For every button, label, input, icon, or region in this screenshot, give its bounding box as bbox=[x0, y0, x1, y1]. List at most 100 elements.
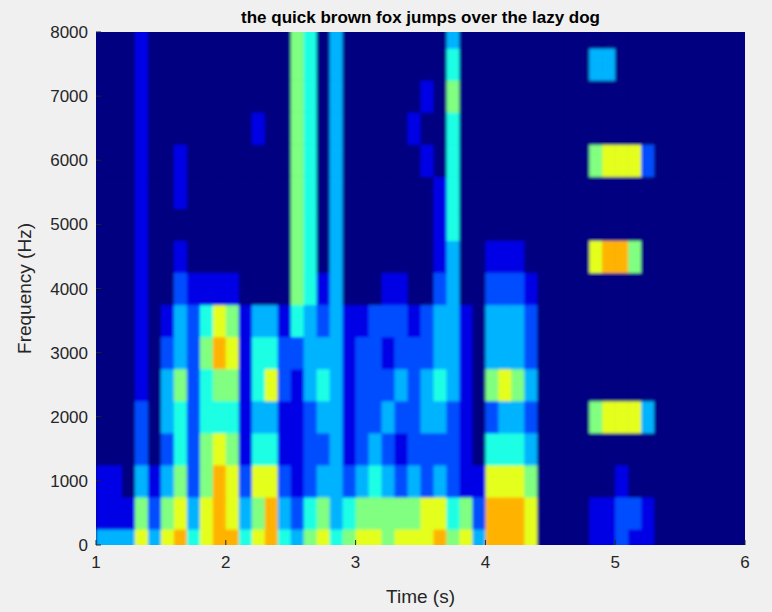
cell bbox=[213, 144, 227, 177]
y-tick bbox=[96, 416, 101, 417]
cell bbox=[200, 272, 214, 305]
cell bbox=[719, 272, 733, 305]
cell bbox=[498, 529, 512, 545]
cell bbox=[524, 240, 538, 273]
cell bbox=[408, 80, 422, 113]
y-tick-label: 3000 bbox=[50, 344, 88, 363]
cell bbox=[498, 433, 512, 466]
cell bbox=[213, 240, 227, 273]
cell bbox=[291, 48, 305, 81]
cell bbox=[109, 272, 123, 305]
cell bbox=[317, 240, 331, 273]
cell bbox=[680, 529, 694, 545]
cell bbox=[667, 80, 681, 113]
cell bbox=[174, 465, 188, 498]
cell bbox=[472, 112, 486, 145]
cell bbox=[278, 272, 292, 305]
cell bbox=[472, 48, 486, 81]
cell bbox=[472, 80, 486, 113]
cell bbox=[135, 401, 149, 434]
y-tick bbox=[96, 32, 101, 33]
cell bbox=[304, 176, 318, 209]
cell bbox=[330, 369, 344, 402]
cell bbox=[174, 80, 188, 113]
cell bbox=[563, 272, 577, 305]
cell bbox=[654, 337, 668, 370]
cell bbox=[628, 305, 642, 338]
cell bbox=[602, 305, 616, 338]
cell bbox=[96, 112, 110, 145]
cell bbox=[615, 529, 629, 545]
cell bbox=[498, 305, 512, 338]
x-tick bbox=[355, 540, 356, 545]
cell bbox=[433, 48, 447, 81]
cell bbox=[174, 529, 188, 545]
cell bbox=[563, 401, 577, 434]
cell bbox=[317, 32, 331, 49]
cell bbox=[537, 433, 551, 466]
cell bbox=[148, 144, 162, 177]
cell bbox=[602, 497, 616, 530]
cell bbox=[317, 144, 331, 177]
cell bbox=[135, 240, 149, 273]
cell bbox=[356, 48, 370, 81]
cell bbox=[330, 208, 344, 241]
cell bbox=[654, 240, 668, 273]
cell bbox=[278, 529, 292, 545]
cell bbox=[667, 401, 681, 434]
cell bbox=[395, 80, 409, 113]
cell bbox=[304, 497, 318, 530]
cell bbox=[732, 144, 745, 177]
cell bbox=[589, 32, 603, 49]
cell bbox=[732, 240, 745, 273]
cell bbox=[408, 433, 422, 466]
cell bbox=[122, 305, 136, 338]
cell bbox=[291, 176, 305, 209]
cell bbox=[485, 401, 499, 434]
cell bbox=[200, 240, 214, 273]
cell bbox=[317, 401, 331, 434]
cell bbox=[135, 497, 149, 530]
cell bbox=[122, 529, 136, 545]
cell bbox=[459, 497, 473, 530]
cell bbox=[511, 529, 525, 545]
cell bbox=[485, 272, 499, 305]
cell bbox=[654, 32, 668, 49]
cell bbox=[524, 272, 538, 305]
cell bbox=[304, 433, 318, 466]
cell bbox=[576, 369, 590, 402]
cell bbox=[252, 401, 266, 434]
cell bbox=[187, 176, 201, 209]
cell bbox=[641, 465, 655, 498]
cell bbox=[615, 176, 629, 209]
cell bbox=[589, 401, 603, 434]
cell bbox=[732, 80, 745, 113]
cell bbox=[330, 272, 344, 305]
cell bbox=[356, 112, 370, 145]
cell bbox=[615, 465, 629, 498]
cell bbox=[291, 497, 305, 530]
cell bbox=[395, 176, 409, 209]
cell bbox=[472, 240, 486, 273]
cell bbox=[576, 465, 590, 498]
cell bbox=[278, 176, 292, 209]
cell bbox=[317, 48, 331, 81]
chart: 123456010002000300040005000600070008000t… bbox=[0, 0, 772, 612]
cell bbox=[680, 401, 694, 434]
cell bbox=[239, 80, 253, 113]
cell bbox=[291, 401, 305, 434]
cell bbox=[278, 240, 292, 273]
cell bbox=[524, 497, 538, 530]
cell bbox=[330, 337, 344, 370]
cell bbox=[304, 529, 318, 545]
cell bbox=[421, 272, 435, 305]
cell bbox=[602, 48, 616, 81]
cell bbox=[408, 369, 422, 402]
y-tick bbox=[96, 352, 101, 353]
cell bbox=[265, 176, 279, 209]
cell bbox=[732, 529, 745, 545]
cell bbox=[615, 112, 629, 145]
cell bbox=[472, 176, 486, 209]
cell bbox=[109, 529, 123, 545]
cell bbox=[706, 240, 720, 273]
